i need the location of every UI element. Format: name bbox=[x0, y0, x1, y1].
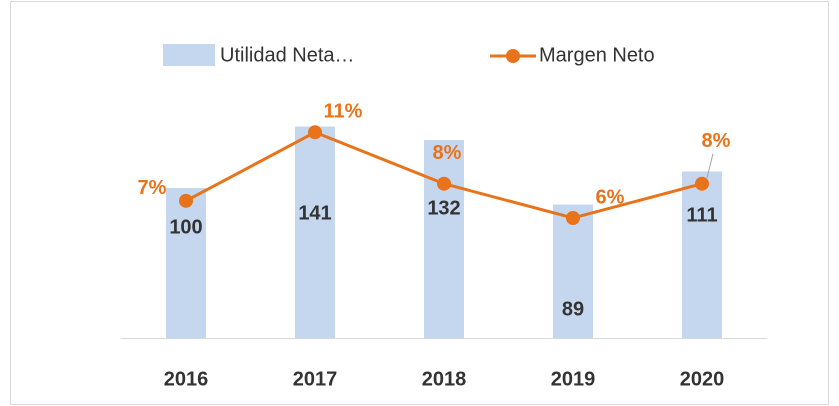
bar bbox=[166, 188, 206, 338]
data-label: 132 bbox=[427, 197, 460, 219]
x-tick-label: 2018 bbox=[422, 368, 467, 390]
line-marker bbox=[566, 211, 580, 225]
line-marker bbox=[308, 125, 322, 140]
data-label: 7% bbox=[138, 177, 167, 199]
line-marker bbox=[437, 176, 451, 191]
legend-label: Margen Neto bbox=[539, 44, 655, 66]
data-label: 89 bbox=[562, 298, 584, 320]
bar bbox=[295, 126, 335, 338]
bar bbox=[553, 204, 593, 338]
data-label: 100 bbox=[169, 216, 202, 238]
legend-swatch-bar bbox=[163, 44, 215, 66]
data-label: 8% bbox=[433, 142, 462, 164]
bar bbox=[682, 171, 722, 338]
bar bbox=[424, 140, 464, 338]
line-marker bbox=[695, 176, 709, 191]
data-label: 8% bbox=[702, 130, 731, 152]
x-tick-label: 2016 bbox=[164, 368, 209, 390]
x-tick-label: 2019 bbox=[551, 368, 596, 390]
x-tick-label: 2020 bbox=[680, 368, 725, 390]
data-label: 111 bbox=[686, 204, 717, 226]
legend-marker bbox=[506, 49, 520, 63]
line-marker bbox=[179, 193, 193, 208]
leader-line bbox=[706, 153, 714, 178]
data-label: 141 bbox=[298, 202, 331, 224]
legend-label: Utilidad Neta… bbox=[220, 44, 355, 66]
data-label: 11% bbox=[324, 101, 363, 123]
data-label: 6% bbox=[596, 186, 625, 208]
x-tick-label: 2017 bbox=[293, 368, 338, 390]
